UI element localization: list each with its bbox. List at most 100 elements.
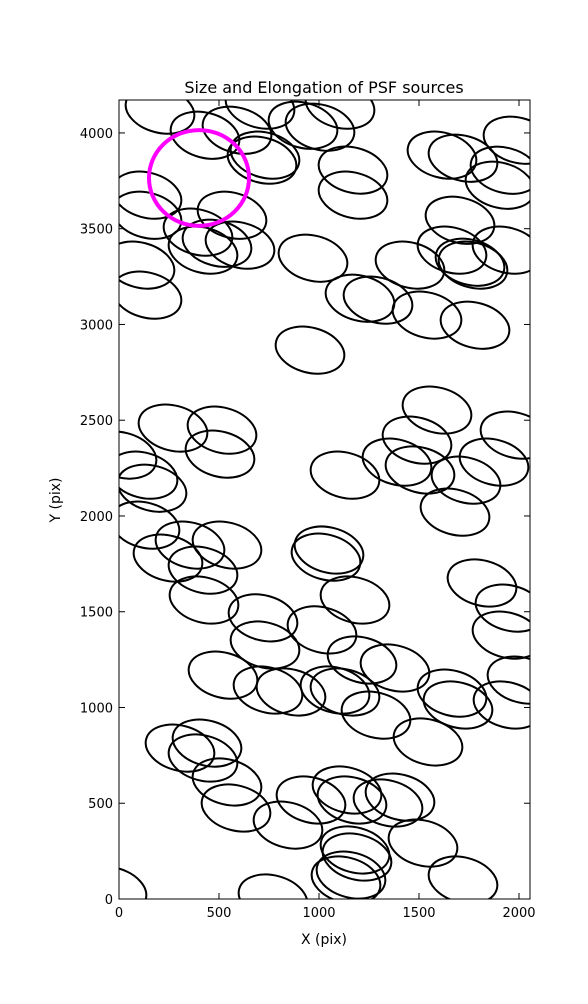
psf-source [472, 680, 530, 730]
psf-source [277, 233, 349, 283]
psf-source [119, 500, 181, 550]
plot-frame [118, 99, 531, 900]
psf-source [290, 532, 362, 582]
psf-source [119, 170, 183, 220]
psf-source [317, 145, 389, 195]
psf-source [482, 115, 530, 165]
psf-source [119, 240, 176, 290]
psf-source [439, 300, 511, 350]
y-tick-label: 2500 [80, 414, 113, 429]
psf-source [191, 757, 263, 807]
psf-source [186, 405, 258, 455]
psf-source [422, 680, 494, 730]
psf-source [275, 775, 347, 825]
psf-source [469, 145, 530, 195]
psf-source [381, 415, 453, 465]
x-tick-label: 500 [207, 906, 232, 921]
highlight-circle [147, 128, 251, 228]
psf-source [286, 605, 358, 655]
psf-source [204, 220, 276, 270]
psf-source [430, 455, 502, 505]
psf-source [361, 437, 433, 487]
psf-source [316, 775, 388, 825]
chart-title: Size and Elongation of PSF sources [184, 78, 463, 97]
psf-source [119, 463, 188, 513]
psf-source [168, 575, 240, 625]
psf-source [359, 643, 431, 693]
psf-source [319, 575, 391, 625]
y-tick-label: 2000 [80, 510, 113, 525]
psf-source [167, 545, 239, 595]
psf-source [309, 450, 381, 500]
psf-source [274, 325, 346, 375]
x-tick-label: 0 [115, 906, 123, 921]
psf-source [474, 583, 530, 633]
plot-area [119, 100, 530, 899]
psf-source [229, 130, 301, 180]
psf-source [384, 445, 456, 495]
psf-source [144, 723, 216, 773]
psf-source [352, 778, 424, 828]
psf-source [315, 850, 387, 899]
psf-source [200, 783, 272, 833]
psf-source [340, 690, 412, 740]
psf-source [387, 818, 459, 868]
psf-source [486, 655, 530, 705]
psf-source [227, 593, 299, 643]
psf-source [184, 429, 256, 479]
psf-source [416, 668, 488, 718]
y-tick-label: 3000 [80, 318, 113, 333]
psf-source [167, 733, 239, 783]
psf-source [326, 635, 398, 685]
psf-source [171, 718, 243, 768]
psf-source [419, 487, 491, 537]
psf-source [119, 270, 183, 320]
psf-source [401, 385, 473, 435]
psf-source [364, 772, 436, 822]
x-tick-label: 1000 [302, 906, 335, 921]
psf-source [119, 450, 179, 500]
y-tick-label: 1000 [80, 701, 113, 716]
psf-source [167, 225, 239, 275]
psf-source [169, 110, 241, 160]
psf-source [191, 520, 263, 570]
y-tick-label: 4000 [80, 127, 113, 142]
x-tick-label: 1500 [402, 906, 435, 921]
y-axis-label: Y (pix) [48, 478, 64, 524]
psf-source [321, 832, 393, 882]
x-axis-label: X (pix) [301, 932, 347, 948]
psf-source [304, 100, 376, 130]
psf-source [284, 102, 356, 152]
psf-source [124, 100, 196, 135]
x-tick-label: 2000 [502, 906, 535, 921]
psf-source [458, 437, 530, 487]
psf-source [392, 717, 464, 767]
psf-source [310, 855, 382, 899]
psf-source [464, 160, 530, 210]
psf-source [317, 170, 389, 220]
y-tick-label: 0 [105, 893, 113, 908]
psf-source [132, 533, 204, 583]
psf-source [391, 290, 463, 340]
psf-source [119, 430, 158, 480]
psf-source [311, 765, 383, 815]
psf-source [471, 610, 530, 660]
psf-source [471, 225, 530, 275]
psf-source [319, 825, 391, 875]
psf-source [342, 275, 414, 325]
psf-source [237, 873, 309, 899]
psf-source [437, 240, 509, 290]
y-tick-label: 1500 [80, 606, 113, 621]
psf-source [255, 667, 327, 717]
psf-source [479, 410, 530, 460]
psf-source [232, 665, 304, 715]
y-tick-label: 500 [88, 797, 113, 812]
psf-source [416, 225, 488, 275]
psf-source [427, 133, 499, 183]
psf-source [309, 667, 381, 717]
psf-source [137, 403, 209, 453]
psf-source [252, 800, 324, 850]
psf-source [434, 237, 506, 287]
